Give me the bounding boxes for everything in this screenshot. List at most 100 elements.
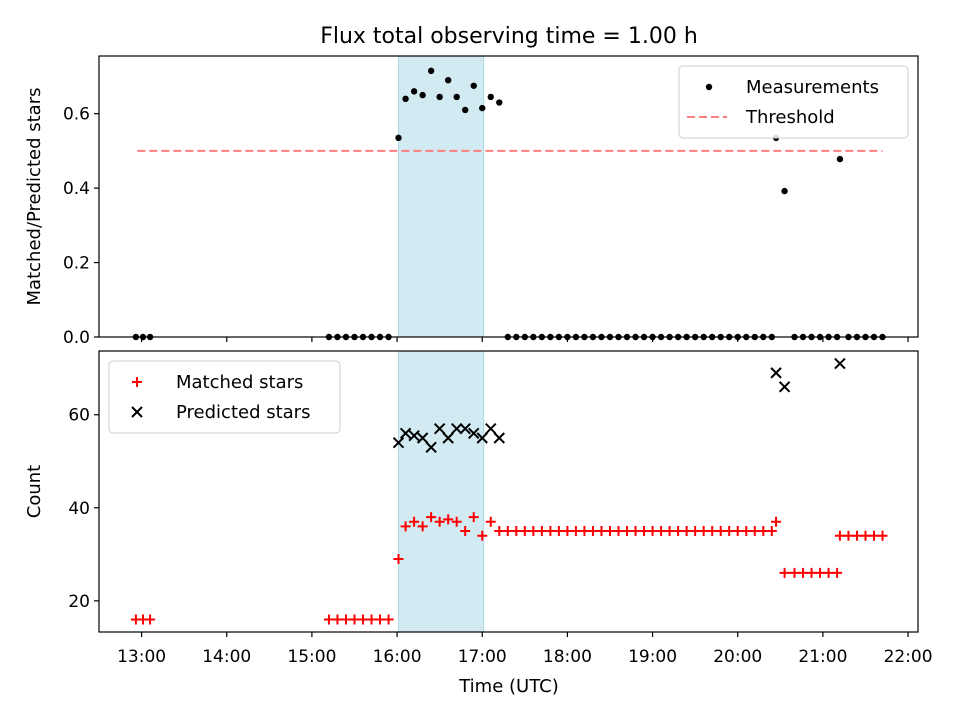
matched-star-point [596, 526, 607, 537]
predicted-star-point [476, 432, 488, 444]
predicted-star-point [459, 422, 471, 435]
measurement-point [444, 76, 452, 84]
legend-box [108, 360, 341, 434]
series-predicted-stars [392, 357, 846, 454]
axes-frame [98, 55, 919, 338]
matched-star-point [340, 614, 351, 625]
matched-star-point [758, 526, 769, 537]
matched-star-point [502, 526, 513, 537]
measurement-point [419, 91, 426, 99]
y-tick-label: 0.6 [63, 105, 90, 125]
matched-star-point [545, 526, 556, 537]
matched-star-point [860, 530, 871, 541]
matched-star-point [366, 614, 377, 625]
subplot-2: 20 40 60 13:00 14:00 15:00 16:00 17:00 18:00 19:0… [24, 350, 933, 667]
matched-star-point [434, 516, 445, 527]
y-tick-label: 20 [68, 592, 90, 612]
legend-marker [132, 377, 142, 387]
matched-star-point [832, 567, 843, 578]
matched-star-point [613, 526, 624, 537]
matched-star-point [358, 614, 369, 625]
matched-star-point [630, 526, 641, 537]
legend-label: Threshold [745, 107, 835, 128]
matched-star-point [349, 614, 360, 625]
matched-star-point [690, 526, 701, 537]
matched-star-point [485, 516, 496, 527]
matched-star-point [393, 553, 404, 564]
plots-container: 0.0 0.2 0.4 0.6 Matched/Predicted stars Measu… [24, 55, 933, 667]
matched-star-point [587, 526, 598, 537]
highlight-span [397, 350, 485, 633]
matched-star-point [579, 526, 590, 537]
predicted-star-point [442, 432, 454, 444]
x-tick-label: 13:00 [117, 647, 166, 667]
matched-star-point [570, 526, 581, 537]
matched-star-point [789, 567, 800, 578]
matched-star-point [843, 530, 854, 541]
matched-star-point [323, 614, 334, 625]
measurement-point [453, 93, 460, 101]
predicted-star-point [468, 427, 480, 440]
predicted-star-point [770, 367, 782, 379]
matched-star-point [766, 526, 777, 537]
measurement-point [470, 82, 477, 89]
y-axis-label: Count [24, 465, 45, 518]
measurement-point [402, 95, 409, 103]
y-tick-label: 0.2 [63, 254, 90, 274]
y-tick-label: 0.0 [63, 328, 90, 348]
matched-star-point [562, 526, 573, 537]
matched-star-point [823, 567, 834, 578]
matched-star-point [494, 526, 505, 537]
matched-star-point [604, 526, 615, 537]
x-tick-label: 17:00 [458, 647, 507, 667]
y-tick-label: 40 [68, 499, 90, 519]
x-tick-label: 19:00 [628, 647, 677, 667]
measurement-point [427, 67, 435, 75]
matched-star-point [528, 526, 539, 537]
x-tick-label: 18:00 [543, 647, 592, 667]
matched-star-point [375, 614, 386, 625]
matched-star-point [798, 567, 809, 578]
matched-star-point [749, 526, 760, 537]
matched-star-point [806, 567, 817, 578]
matched-star-point [519, 526, 530, 537]
legend-marker [705, 83, 713, 91]
predicted-star-point [778, 381, 791, 393]
y-tick-label: 60 [68, 406, 90, 426]
matched-star-point [732, 526, 743, 537]
highlight-span [397, 55, 485, 338]
x-tick-label: 22:00 [884, 647, 933, 667]
legend-label: Measurements [746, 77, 879, 98]
measurement-point [479, 104, 486, 112]
predicted-star-point [392, 436, 405, 449]
matched-star-point [511, 526, 522, 537]
matched-star-point [417, 521, 428, 532]
matched-star-point [741, 526, 752, 537]
legend-marker [131, 406, 143, 418]
matched-star-point [877, 530, 888, 541]
matched-star-point [383, 614, 394, 625]
matched-star-point [400, 521, 411, 532]
axes-frame [98, 350, 919, 633]
matched-star-point [443, 514, 454, 525]
measurement-point [462, 106, 469, 114]
matched-star-point [426, 512, 437, 523]
matched-star-point [834, 530, 845, 541]
matched-star-point [536, 526, 547, 537]
matched-star-point [779, 567, 790, 578]
matched-star-point [815, 567, 826, 578]
matched-star-point [622, 526, 633, 537]
measurement-point [496, 99, 503, 106]
x-tick-label: 21:00 [798, 647, 847, 667]
matched-star-point [656, 526, 667, 537]
x-tick-label: 20:00 [713, 647, 762, 667]
matched-star-point [681, 526, 692, 537]
matched-star-point [647, 526, 658, 537]
subplot-1: 0.0 0.2 0.4 0.6 Matched/Predicted stars Measu… [24, 55, 919, 348]
legend: Matched stars Predicted stars [108, 360, 341, 434]
legend-label: Matched stars [176, 372, 303, 393]
matched-star-point [553, 526, 564, 537]
matched-star-point [715, 526, 726, 537]
predicted-star-point [425, 441, 437, 454]
